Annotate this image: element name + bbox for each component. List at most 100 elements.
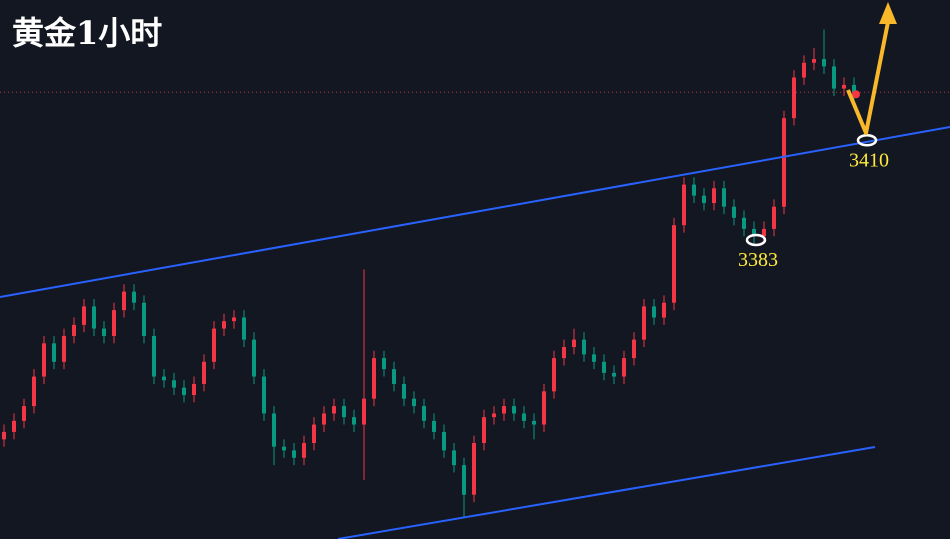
candle-body	[462, 465, 466, 495]
candle-body	[322, 413, 326, 425]
candle-body	[612, 372, 616, 377]
candle-body	[162, 376, 166, 381]
candle-body	[12, 420, 16, 432]
candle-body	[122, 291, 126, 311]
candle-body	[642, 306, 646, 340]
channel-upper	[0, 126, 950, 298]
candle-body	[812, 59, 816, 63]
candle-body	[682, 184, 686, 226]
candle-body	[552, 358, 556, 392]
candle-body	[442, 431, 446, 451]
candles	[2, 29, 856, 517]
candle-body	[602, 361, 606, 373]
candle-body	[72, 324, 76, 336]
candle-body	[722, 188, 726, 207]
candle-body	[82, 306, 86, 325]
candle-body	[52, 343, 56, 362]
level-marker	[856, 134, 878, 147]
channel-lower	[337, 446, 876, 539]
level-marker	[745, 233, 767, 247]
candle-body	[472, 443, 476, 495]
candle-body	[592, 354, 596, 362]
candle-body	[742, 217, 746, 229]
candle-body	[492, 413, 496, 418]
candle-body	[502, 406, 506, 414]
candle-body	[672, 225, 676, 303]
candle-body	[2, 431, 6, 440]
candle-body	[102, 328, 106, 336]
candle-body	[182, 387, 186, 396]
candle-body	[712, 188, 716, 204]
candle-body	[782, 118, 786, 207]
candle-body	[512, 406, 516, 414]
price-dot	[852, 90, 860, 99]
candle-body	[542, 391, 546, 425]
candle-body	[772, 206, 776, 229]
candle-body	[702, 195, 706, 204]
candle-body	[832, 66, 836, 89]
candle-body	[692, 184, 696, 196]
candle-body	[172, 380, 176, 388]
candle-body	[152, 335, 156, 377]
candle-body	[362, 398, 366, 425]
candle-body	[232, 317, 236, 322]
candle-body	[842, 84, 846, 89]
candle-body	[202, 361, 206, 384]
candle-body	[732, 206, 736, 218]
candle-body	[852, 84, 856, 93]
candle-body	[382, 358, 386, 370]
candle-body	[392, 369, 396, 384]
chart-title: 黄金1小时	[12, 14, 162, 52]
candle-body	[112, 310, 116, 336]
candle-body	[332, 406, 336, 414]
candle-body	[482, 417, 486, 444]
candle-body	[662, 302, 666, 318]
candle-body	[452, 450, 456, 466]
candle-body	[312, 424, 316, 444]
candle-body	[262, 376, 266, 414]
overlay: 3383 3410	[0, 90, 950, 271]
candle-body	[372, 358, 376, 399]
candle-body	[412, 398, 416, 407]
candle-body	[792, 77, 796, 119]
candle-body	[522, 413, 526, 421]
candle-body	[192, 383, 196, 396]
candle-body	[222, 321, 226, 329]
candle-body	[762, 228, 766, 237]
candle-body	[822, 59, 826, 67]
candle-body	[32, 376, 36, 407]
level-label: 3410	[849, 149, 889, 171]
candle-body	[212, 328, 216, 362]
candle-body	[352, 417, 356, 425]
candle-body	[282, 446, 286, 451]
candle-body	[532, 420, 536, 425]
candle-body	[572, 339, 576, 348]
candle-body	[242, 317, 246, 340]
candle-body	[92, 306, 96, 329]
candle-body	[562, 347, 566, 359]
candle-body	[752, 228, 756, 237]
candle-body	[132, 291, 136, 303]
candle-body	[652, 306, 656, 318]
candle-body	[582, 339, 586, 355]
candle-body	[22, 406, 26, 421]
candle-body	[302, 443, 306, 458]
candle-body	[622, 358, 626, 377]
candle-body	[292, 450, 296, 458]
candle-body	[252, 339, 256, 377]
candle-body	[432, 420, 436, 432]
arrow-head	[879, 2, 897, 24]
candle-body	[142, 302, 146, 336]
candle-body	[422, 406, 426, 421]
candle-body	[272, 413, 276, 447]
candle-body	[632, 339, 636, 359]
candle-body	[42, 343, 46, 377]
candle-body	[342, 406, 346, 418]
forecast-arrow	[846, 21, 890, 135]
candle-body	[802, 62, 806, 78]
candle-body	[62, 335, 66, 362]
candle-body	[402, 383, 406, 399]
level-label: 3383	[738, 249, 778, 271]
